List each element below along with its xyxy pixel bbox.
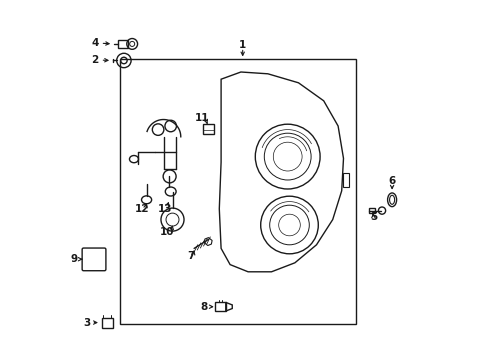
Text: 4: 4: [91, 38, 99, 48]
Text: 10: 10: [160, 227, 174, 237]
Text: 6: 6: [387, 176, 395, 186]
Text: 8: 8: [200, 302, 207, 312]
Bar: [120, 59, 355, 324]
Bar: [215, 302, 225, 311]
Bar: [118, 40, 127, 48]
Text: 2: 2: [91, 55, 99, 65]
Text: 7: 7: [187, 251, 195, 261]
Bar: [342, 173, 348, 187]
Text: 5: 5: [369, 212, 376, 222]
Text: 9: 9: [70, 254, 77, 264]
Bar: [203, 124, 213, 134]
Text: 1: 1: [239, 40, 246, 50]
Text: 3: 3: [83, 318, 90, 328]
Bar: [102, 318, 113, 328]
Text: 12: 12: [135, 204, 149, 214]
Text: 13: 13: [157, 204, 171, 214]
Text: 11: 11: [195, 113, 209, 123]
Bar: [368, 208, 374, 213]
